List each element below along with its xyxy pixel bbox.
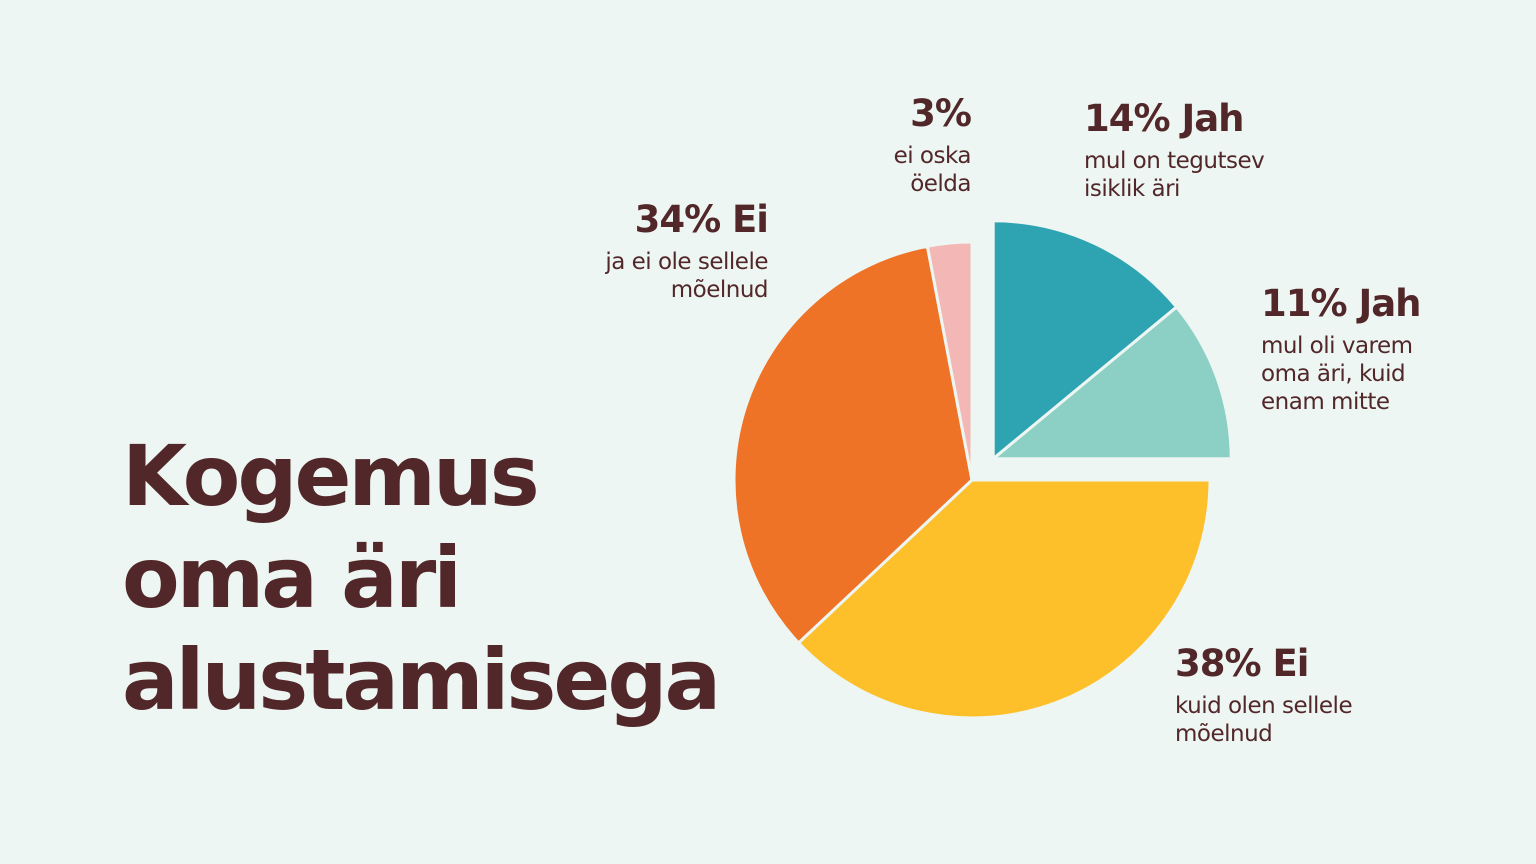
label-s3: 38% Ei kuid olen sellele mõelnud	[1175, 642, 1353, 748]
label-s4-desc-1: ja ei ole sellele	[605, 249, 768, 275]
title-line-3: alustamisega	[122, 631, 721, 729]
label-s1-desc-2: isiklik äri	[1084, 176, 1180, 202]
label-s2-desc-1: mul oli varem	[1261, 333, 1413, 359]
label-s5-desc-1: ei oska	[893, 143, 972, 169]
title-line-1: Kogemus	[122, 427, 540, 525]
pie-slice-s1	[991, 219, 1179, 461]
label-s2-head: 11% Jah	[1261, 282, 1422, 325]
label-s3-head: 38% Ei	[1175, 642, 1309, 685]
label-s1: 14% Jah mul on tegutsev isiklik äri	[1084, 97, 1265, 203]
label-s2-desc-3: enam mitte	[1261, 389, 1390, 415]
label-s5: 3% ei oska öelda	[893, 92, 972, 198]
label-s5-desc-2: öelda	[910, 171, 971, 197]
pie-slice-s3	[797, 478, 1212, 720]
label-s3-desc-1: kuid olen sellele	[1175, 693, 1353, 719]
label-s1-head: 14% Jah	[1084, 97, 1245, 140]
label-s1-desc-1: mul on tegutsev	[1084, 148, 1265, 174]
pie-slice-s2	[991, 305, 1233, 461]
label-s4: 34% Ei ja ei ole sellele mõelnud	[605, 198, 769, 304]
label-s2: 11% Jah mul oli varem oma äri, kuid enam…	[1261, 282, 1422, 416]
label-s5-head: 3%	[910, 92, 972, 135]
pie-slice-s4	[732, 244, 974, 645]
label-s4-desc-2: mõelnud	[670, 277, 769, 303]
title-line-2: oma äri	[122, 529, 462, 627]
label-s4-head: 34% Ei	[634, 198, 769, 241]
label-s3-desc-2: mõelnud	[1175, 721, 1273, 747]
chart-title: Kogemus oma äri alustamisega	[122, 425, 721, 731]
label-s2-desc-2: oma äri, kuid	[1261, 361, 1406, 387]
pie-slice-s5	[925, 240, 974, 482]
